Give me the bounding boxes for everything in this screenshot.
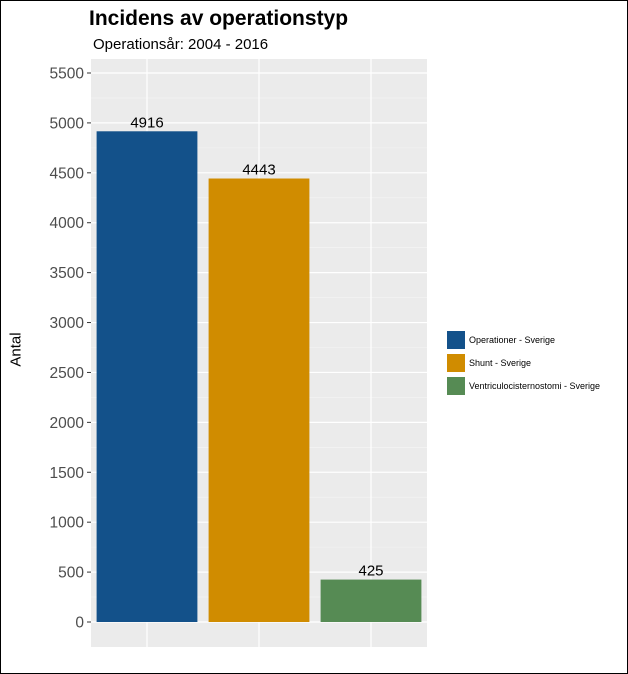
y-tick-label: 1500 bbox=[50, 465, 85, 482]
y-tick-label: 500 bbox=[58, 565, 84, 582]
y-tick-label: 3500 bbox=[50, 265, 85, 282]
y-tick-label: 1000 bbox=[50, 515, 85, 532]
y-tick-label: 0 bbox=[75, 615, 84, 632]
legend-key bbox=[447, 377, 465, 395]
legend-item: Ventriculocisternostomi - Sverige bbox=[447, 376, 600, 396]
legend-key bbox=[447, 331, 465, 349]
legend-label: Shunt - Sverige bbox=[469, 358, 532, 368]
bar bbox=[96, 131, 198, 622]
bar bbox=[320, 579, 422, 622]
y-tick-label: 4000 bbox=[50, 215, 85, 232]
bar-value-label: 4443 bbox=[242, 162, 275, 179]
legend-label: Ventriculocisternostomi - Sverige bbox=[469, 381, 601, 391]
y-tick-label: 5500 bbox=[50, 66, 85, 83]
bar bbox=[208, 178, 310, 622]
chart-subtitle: Operationsår: 2004 - 2016 bbox=[93, 36, 269, 53]
legend-label: Operationer - Sverige bbox=[469, 335, 556, 345]
y-tick-label: 5000 bbox=[50, 115, 85, 132]
legend-item: Shunt - Sverige bbox=[447, 353, 600, 373]
legend-key bbox=[447, 354, 465, 372]
legend: Operationer - Sverige Shunt - Sverige Vent… bbox=[447, 330, 600, 399]
y-tick-label: 3000 bbox=[50, 315, 85, 332]
y-tick-label: 2000 bbox=[50, 415, 85, 432]
bar-value-label: 425 bbox=[358, 563, 383, 580]
chart-title: Incidens av operationstyp bbox=[89, 7, 349, 30]
y-tick-label: 2500 bbox=[50, 365, 85, 382]
bar-value-label: 4916 bbox=[130, 114, 163, 131]
y-tick-label: 4500 bbox=[50, 165, 85, 182]
legend-item: Operationer - Sverige bbox=[447, 330, 600, 350]
